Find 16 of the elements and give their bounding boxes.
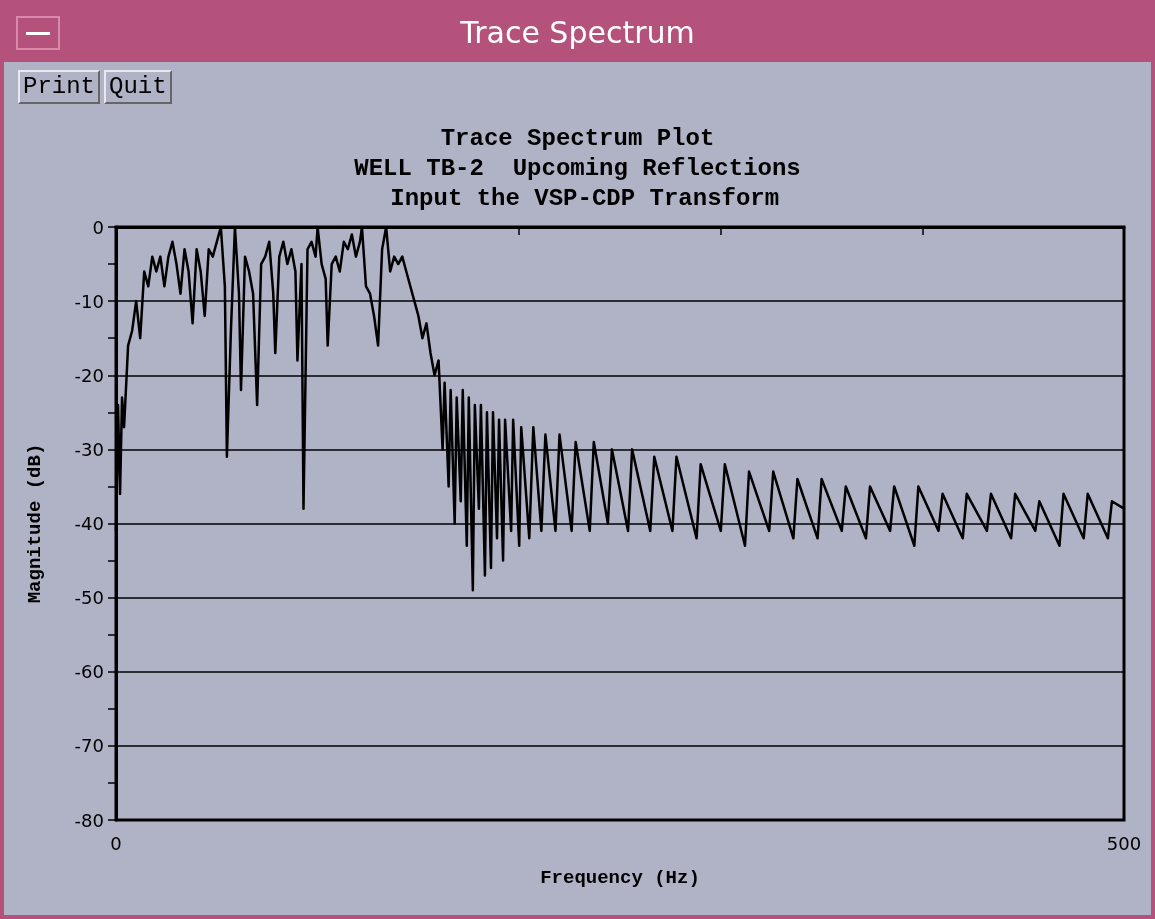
chart-title: Trace Spectrum Plot WELL TB-2 Upcoming Reflections Input the VSP-CDP Transform bbox=[354, 124, 801, 212]
y-axis-title: Magnitude (dB) bbox=[23, 443, 46, 604]
y-tick-label: -20 bbox=[74, 364, 104, 386]
y-tick-label: -70 bbox=[74, 735, 104, 757]
y-tick-label: -60 bbox=[74, 661, 104, 683]
text: Quit bbox=[104, 70, 172, 104]
text: Trace Spectrum bbox=[4, 4, 1151, 62]
y-tick-label: 0 bbox=[92, 216, 104, 238]
y-tick-label: -80 bbox=[74, 809, 104, 831]
text: Print bbox=[18, 70, 101, 104]
x-axis-title: Frequency (Hz) bbox=[540, 866, 700, 889]
x-tick-label: 500 bbox=[1106, 832, 1142, 854]
y-tick-label: -30 bbox=[74, 438, 104, 460]
y-tick-label: -50 bbox=[74, 587, 104, 609]
y-tick-label: -40 bbox=[74, 513, 104, 534]
y-tick-label: -10 bbox=[74, 290, 104, 312]
